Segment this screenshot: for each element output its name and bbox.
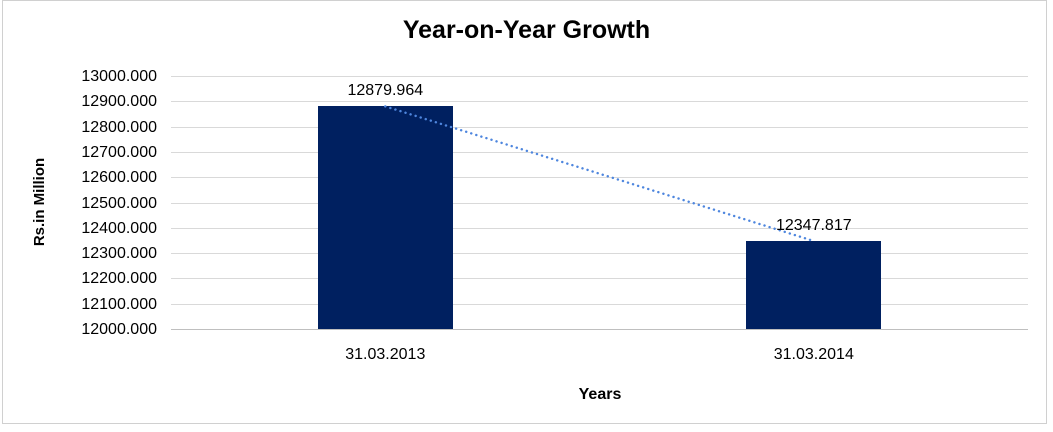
y-tick-label: 12100.000: [81, 295, 157, 313]
x-tick-label: 31.03.2013: [345, 346, 426, 363]
gridline: [171, 278, 1028, 280]
y-tick-label: 12800.000: [81, 118, 157, 136]
gridline: [171, 126, 1028, 128]
y-tick-label: 12200.000: [81, 270, 157, 288]
gridline: [171, 202, 1028, 204]
gridline: [171, 101, 1028, 103]
y-tick-label: 12600.000: [81, 169, 157, 187]
y-tick-label: 12000.000: [81, 321, 157, 338]
y-tick-label: 12900.000: [81, 93, 157, 111]
data-label: 12347.817: [775, 217, 852, 234]
y-tick-label: 12700.000: [81, 143, 157, 161]
x-axis-line: [171, 329, 1028, 330]
gridline: [171, 227, 1028, 229]
bar-31.03.2013: [317, 106, 453, 329]
trendline-dotted: [384, 105, 815, 243]
gridline: [171, 151, 1028, 153]
x-axis-title: Years: [578, 386, 622, 403]
gridline: [171, 303, 1028, 305]
chart-border: [2, 0, 1047, 424]
chart-title: Year-on-Year Growth: [402, 16, 651, 44]
gridline: [171, 177, 1028, 179]
bar-31.03.2014: [746, 241, 882, 329]
y-tick-label: 12300.000: [81, 245, 157, 263]
data-label: 12879.964: [347, 82, 424, 100]
plot-area: [171, 76, 1028, 330]
y-tick-label: 12500.000: [81, 194, 157, 212]
x-tick-label: 31.03.2014: [773, 346, 854, 363]
y-tick-label: 13000.000: [81, 68, 157, 85]
gridline: [171, 253, 1028, 255]
y-tick-label: 12400.000: [81, 219, 157, 237]
gridline: [171, 76, 1028, 77]
